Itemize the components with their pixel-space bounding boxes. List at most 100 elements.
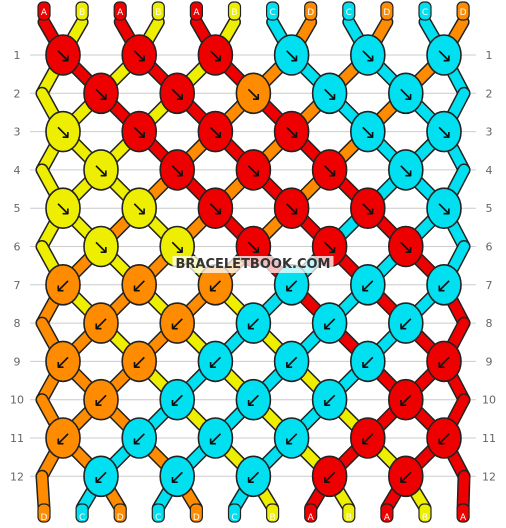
row-label-right: 9: [486, 355, 493, 368]
knot: ↙: [387, 378, 424, 421]
row-label-left: 11: [10, 432, 24, 445]
arrow-down-left-icon: ↙: [283, 426, 300, 450]
knot-body: [121, 34, 157, 76]
row-label-left: 8: [14, 317, 21, 330]
row-label-right: 10: [482, 394, 496, 407]
arrow-down-left-icon: ↙: [436, 349, 453, 373]
arrow-down-left-icon: ↙: [245, 464, 262, 488]
knot-body: [273, 340, 310, 383]
row-label-left: 2: [14, 87, 21, 100]
knot-body: [387, 225, 424, 268]
knot: ↙: [121, 340, 157, 383]
knot: ↙: [159, 455, 195, 498]
knot-body: [159, 302, 195, 344]
knot: ↘: [235, 149, 272, 191]
knot-body: [387, 149, 424, 191]
knot: ↙: [235, 378, 272, 421]
arrow-down-left-icon: ↙: [169, 388, 186, 412]
knot-body: [349, 34, 386, 76]
arrow-down-left-icon: ↙: [93, 311, 110, 335]
knot-body: [349, 340, 386, 383]
knot-body: [83, 149, 119, 191]
arrow-down-left-icon: ↙: [397, 388, 414, 412]
string-end-cap: [380, 503, 394, 523]
knot-body: [426, 110, 462, 153]
arrow-down-right-icon: ↘: [131, 120, 148, 144]
arrow-down-right-icon: ↘: [397, 81, 414, 105]
knot: ↘: [83, 225, 119, 268]
knot: ↙: [83, 302, 119, 344]
arrow-down-right-icon: ↘: [245, 81, 262, 105]
arrow-down-right-icon: ↘: [283, 196, 300, 220]
arrow-down-right-icon: ↘: [55, 43, 72, 67]
knot: ↘: [387, 225, 424, 268]
knot-body: [426, 34, 462, 76]
knot-body: [45, 417, 81, 459]
arrow-down-left-icon: ↙: [131, 273, 148, 297]
string-end-cap: [266, 1, 280, 21]
knot-body: [387, 302, 424, 344]
string-end-cap: [189, 503, 203, 523]
knot: ↘: [121, 110, 157, 153]
knot: ↘: [235, 72, 272, 115]
knot-body: [311, 302, 348, 344]
row-label-left: 7: [14, 279, 21, 292]
knot-body: [273, 34, 310, 76]
arrow-down-right-icon: ↘: [207, 43, 224, 67]
arrow-down-left-icon: ↙: [93, 388, 110, 412]
knot-body: [426, 417, 462, 459]
knot: ↙: [311, 455, 348, 498]
arrow-down-left-icon: ↙: [397, 311, 414, 335]
knot: ↙: [45, 417, 81, 459]
knot: ↘: [121, 34, 157, 76]
top-string-label: A: [41, 8, 48, 18]
knot-body: [426, 187, 462, 229]
knot: ↘: [45, 34, 81, 76]
knot-body: [349, 187, 386, 229]
knot-body: [83, 455, 119, 498]
bottom-string-label: C: [231, 513, 237, 523]
string-end-cap: [266, 503, 280, 523]
knot-body: [197, 417, 234, 459]
arrow-down-left-icon: ↙: [55, 349, 72, 373]
knot: ↘: [387, 149, 424, 191]
arrow-down-right-icon: ↘: [436, 120, 453, 144]
top-string-label: D: [307, 8, 314, 18]
knot: ↙: [197, 417, 234, 459]
top-string-label: B: [79, 8, 85, 18]
row-label-right: 12: [482, 470, 496, 483]
row-label-right: 7: [486, 279, 493, 292]
knot-body: [311, 149, 348, 191]
string-end-cap: [418, 1, 432, 21]
arrow-down-right-icon: ↘: [55, 196, 72, 220]
knot-body: [121, 340, 157, 383]
string-end-cap: [380, 1, 394, 21]
arrow-down-right-icon: ↘: [359, 120, 376, 144]
knot: ↘: [387, 72, 424, 115]
knot-body: [349, 417, 386, 459]
row-label-left: 10: [10, 394, 24, 407]
arrow-down-left-icon: ↙: [397, 464, 414, 488]
knot: ↘: [426, 34, 462, 76]
knot: ↘: [273, 34, 310, 76]
knot-body: [121, 110, 157, 153]
arrow-down-right-icon: ↘: [283, 120, 300, 144]
row-label-right: 5: [486, 202, 493, 215]
arrow-down-left-icon: ↙: [169, 311, 186, 335]
row-label-left: 9: [14, 355, 21, 368]
arrow-down-left-icon: ↙: [207, 349, 224, 373]
row-label-right: 6: [486, 241, 493, 254]
string-end-cap: [151, 503, 165, 523]
knot-body: [159, 72, 195, 115]
knot-body: [235, 455, 272, 498]
arrow-down-right-icon: ↘: [131, 43, 148, 67]
top-string-label: D: [460, 8, 467, 18]
top-string-label: A: [193, 8, 200, 18]
arrow-down-right-icon: ↘: [321, 81, 338, 105]
arrow-down-right-icon: ↘: [245, 158, 262, 182]
knot-body: [235, 149, 272, 191]
top-string-label: B: [231, 8, 237, 18]
arrow-down-left-icon: ↙: [169, 464, 186, 488]
arrow-down-right-icon: ↘: [93, 158, 110, 182]
